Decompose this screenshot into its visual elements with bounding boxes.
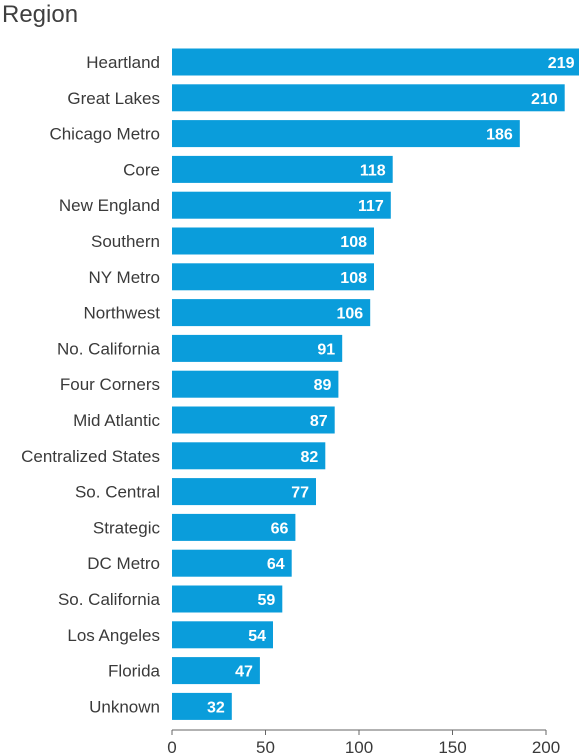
category-label: So. Central	[75, 483, 160, 502]
category-label: Chicago Metro	[49, 125, 160, 144]
category-label: Los Angeles	[67, 626, 160, 645]
value-label: 210	[531, 91, 558, 108]
bar	[172, 692, 232, 720]
category-label: Mid Atlantic	[73, 411, 160, 430]
bar	[172, 549, 292, 577]
x-tick-label: 200	[532, 738, 560, 755]
value-label: 186	[486, 127, 513, 144]
bar	[172, 191, 391, 219]
value-label: 117	[358, 198, 384, 215]
value-label: 219	[548, 55, 575, 72]
category-label: No. California	[57, 339, 161, 358]
chart-title: Region	[2, 1, 79, 28]
value-label: 32	[207, 699, 225, 716]
bar	[172, 84, 565, 112]
value-label: 108	[340, 270, 367, 287]
category-label: Unknown	[89, 697, 160, 716]
value-label: 66	[271, 520, 289, 537]
value-label: 118	[360, 162, 386, 179]
bars-group: Heartland 219 Great Lakes 210 Chicago Metro 1…	[21, 48, 579, 720]
category-label: Great Lakes	[67, 89, 160, 108]
value-label: 54	[248, 628, 266, 645]
value-label: 82	[301, 449, 319, 466]
category-label: Heartland	[86, 53, 160, 72]
value-label: 89	[314, 377, 332, 394]
category-label: New England	[59, 196, 160, 215]
bar	[172, 120, 520, 148]
category-label: Northwest	[83, 304, 160, 323]
category-label: DC Metro	[87, 554, 160, 573]
bar	[172, 478, 316, 506]
x-tick-label: 100	[345, 738, 373, 755]
value-label: 87	[310, 413, 328, 430]
value-label: 91	[317, 341, 335, 358]
value-label: 106	[336, 306, 363, 323]
value-label: 59	[258, 592, 276, 609]
category-label: Southern	[91, 232, 160, 251]
x-tick-label: 50	[256, 738, 275, 755]
value-label: 77	[291, 485, 309, 502]
bar	[172, 299, 371, 327]
bar	[172, 155, 393, 183]
value-label: 108	[340, 234, 367, 251]
value-label: 47	[235, 664, 253, 681]
bar	[172, 513, 296, 541]
category-label: NY Metro	[89, 268, 161, 287]
category-label: Core	[123, 160, 160, 179]
bar	[172, 370, 339, 398]
category-label: Strategic	[93, 518, 161, 537]
category-label: Florida	[108, 662, 161, 681]
bar	[172, 621, 273, 649]
value-label: 64	[267, 556, 285, 573]
bar	[172, 263, 374, 291]
bar	[172, 334, 343, 362]
bar	[172, 227, 374, 255]
category-label: So. California	[58, 590, 161, 609]
x-tick-label: 0	[167, 738, 176, 755]
category-label: Four Corners	[60, 375, 160, 394]
bar	[172, 442, 326, 470]
bar	[172, 406, 335, 434]
x-tick-label: 150	[438, 738, 466, 755]
bar	[172, 48, 579, 76]
bar	[172, 585, 283, 613]
category-label: Centralized States	[21, 447, 160, 466]
x-axis: 0 50 100 150 200	[167, 729, 560, 755]
bar	[172, 657, 260, 685]
